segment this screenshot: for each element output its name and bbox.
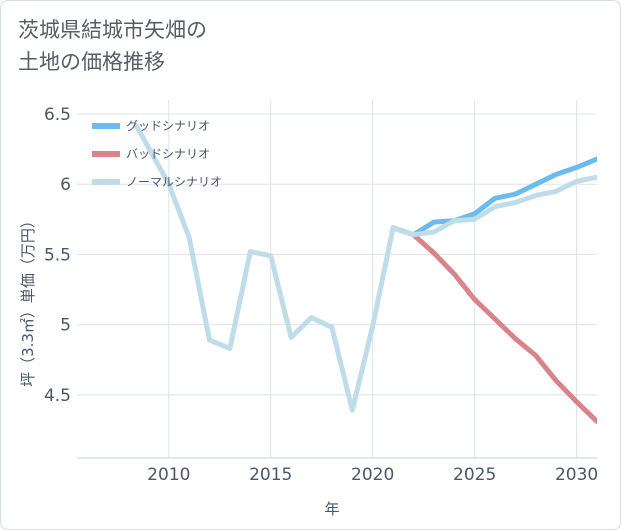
legend-label-2: ノーマルシナリオ [126, 175, 222, 189]
series-line-1 [390, 225, 597, 424]
x-tick-labels: 2010 2015 2020 2025 2030 [147, 465, 598, 485]
legend-label-1: バッドシナリオ [126, 147, 210, 161]
legend-label-0: グッドシナリオ [126, 119, 210, 133]
x-tick-label: 2030 [555, 465, 598, 485]
y-tick-label: 6 [60, 175, 71, 195]
chart-title-line-1: 茨城県結城市矢畑の [18, 18, 207, 42]
x-tick-label: 2015 [249, 465, 292, 485]
x-axis-label: 年 [324, 500, 339, 518]
chart-title: 茨城県結城市矢畑の 土地の価格推移 [18, 14, 207, 78]
chart-title-line-2: 土地の価格推移 [18, 50, 165, 74]
y-axis-label: 坪（3.3㎡）単価（万円） [19, 213, 37, 387]
y-tick-label: 5.5 [44, 245, 71, 265]
series-line-2 [133, 122, 597, 413]
x-tick-label: 2025 [453, 465, 496, 485]
series-line-0 [390, 156, 597, 238]
y-tick-label: 5 [60, 316, 71, 336]
y-tick-label: 4.5 [44, 386, 71, 406]
x-tick-label: 2010 [147, 465, 190, 485]
x-tick-label: 2020 [351, 465, 394, 485]
series-lines [133, 122, 597, 424]
y-tick-labels: 4.5 5 5.5 6 6.5 [44, 105, 71, 406]
y-tick-label: 6.5 [44, 105, 71, 125]
